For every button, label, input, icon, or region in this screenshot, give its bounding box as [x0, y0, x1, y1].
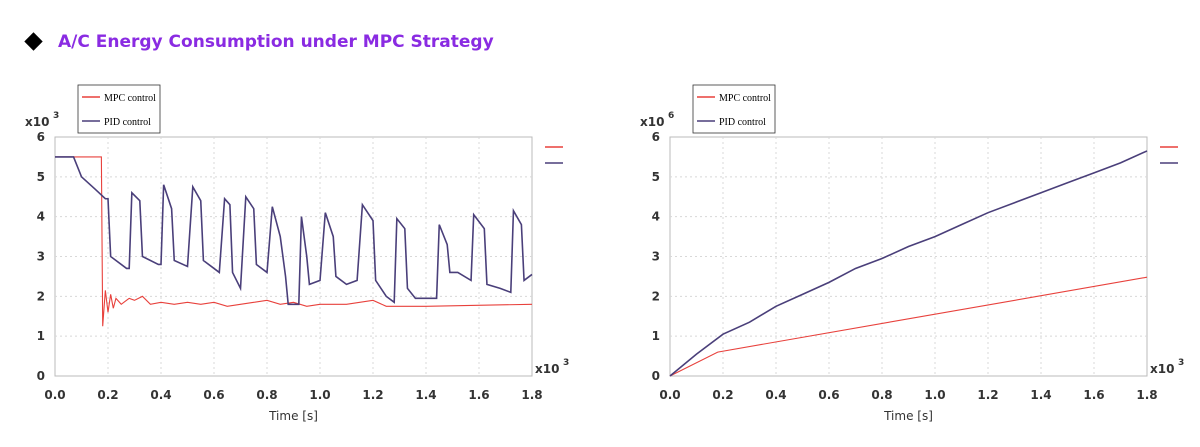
- y-tick-label: 6: [652, 130, 660, 144]
- x-tick-label: 1.0: [309, 388, 330, 402]
- legend-label: MPC control: [719, 93, 771, 104]
- x-tick-label: 0.0: [659, 388, 680, 402]
- bullet: [24, 32, 43, 51]
- y-tick-label: 2: [37, 289, 45, 303]
- y-scale-exponent: 6: [668, 111, 674, 121]
- x-tick-label: 0.4: [765, 388, 786, 402]
- x-scale-label: x10: [535, 362, 559, 376]
- y-tick-label: 5: [37, 170, 45, 184]
- y-tick-label: 1: [37, 329, 45, 343]
- y-tick-label: 5: [652, 170, 660, 184]
- x-tick-label: 0.6: [203, 388, 224, 402]
- x-tick-label: 1.4: [415, 388, 436, 402]
- legend-label: PID control: [719, 117, 766, 128]
- y-tick-label: 3: [37, 250, 45, 264]
- legend-label: PID control: [104, 117, 151, 128]
- y-scale-exponent: 3: [53, 111, 59, 121]
- series-line: [55, 156, 533, 306]
- x-tick-label: 1.6: [468, 388, 489, 402]
- x-tick-label: 1.8: [1136, 388, 1157, 402]
- legend-label: MPC control: [104, 93, 156, 104]
- y-tick-label: 0: [37, 369, 45, 383]
- x-tick-label: 1.0: [924, 388, 945, 402]
- x-scale-exponent: 3: [563, 358, 569, 368]
- y-tick-label: 4: [37, 210, 45, 224]
- x-tick-label: 0.4: [150, 388, 171, 402]
- plot-area: [669, 136, 1148, 377]
- x-tick-label: 0.6: [818, 388, 839, 402]
- x-tick-label: 1.2: [977, 388, 998, 402]
- y-tick-label: 1: [652, 329, 660, 343]
- x-axis-label: Time [s]: [268, 409, 318, 423]
- chart: 0 1 2 3 4 5 6 0.0 0.2 0.4 0.6 0.8 1.0 1.2 1.4 1.6 1.8 Tim…: [25, 84, 569, 423]
- x-scale-label: x10: [1150, 362, 1174, 376]
- series-line: [669, 276, 1148, 377]
- y-tick-label: 6: [37, 130, 45, 144]
- x-scale-exponent: 3: [1178, 358, 1184, 368]
- x-tick-label: 0.2: [712, 388, 733, 402]
- x-axis-label: Time [s]: [883, 409, 933, 423]
- y-tick-label: 0: [652, 369, 660, 383]
- chart: 0 1 2 3 4 5 6 0.0 0.2 0.4 0.6 0.8 1.0 1.2 1.4 1.6 1.8 Tim…: [640, 84, 1184, 423]
- x-tick-label: 1.4: [1030, 388, 1051, 402]
- x-tick-label: 0.8: [256, 388, 277, 402]
- y-tick-label: 4: [652, 210, 660, 224]
- legend-box: [692, 84, 776, 134]
- y-tick-label: 3: [652, 250, 660, 264]
- series-line: [55, 156, 533, 327]
- x-tick-label: 0.2: [97, 388, 118, 402]
- y-scale-label: x10: [640, 115, 664, 129]
- x-tick-label: 1.6: [1083, 388, 1104, 402]
- y-tick-label: 2: [652, 289, 660, 303]
- legend-box: [77, 84, 161, 134]
- y-scale-label: x10: [25, 115, 49, 129]
- x-tick-label: 1.2: [362, 388, 383, 402]
- x-tick-label: 0.8: [871, 388, 892, 402]
- x-tick-label: 1.8: [521, 388, 542, 402]
- page-title: A/C Energy Consumption under MPC Strateg…: [58, 32, 494, 52]
- series-line: [669, 150, 1148, 377]
- plot-area: [54, 136, 533, 377]
- x-tick-label: 0.0: [44, 388, 65, 402]
